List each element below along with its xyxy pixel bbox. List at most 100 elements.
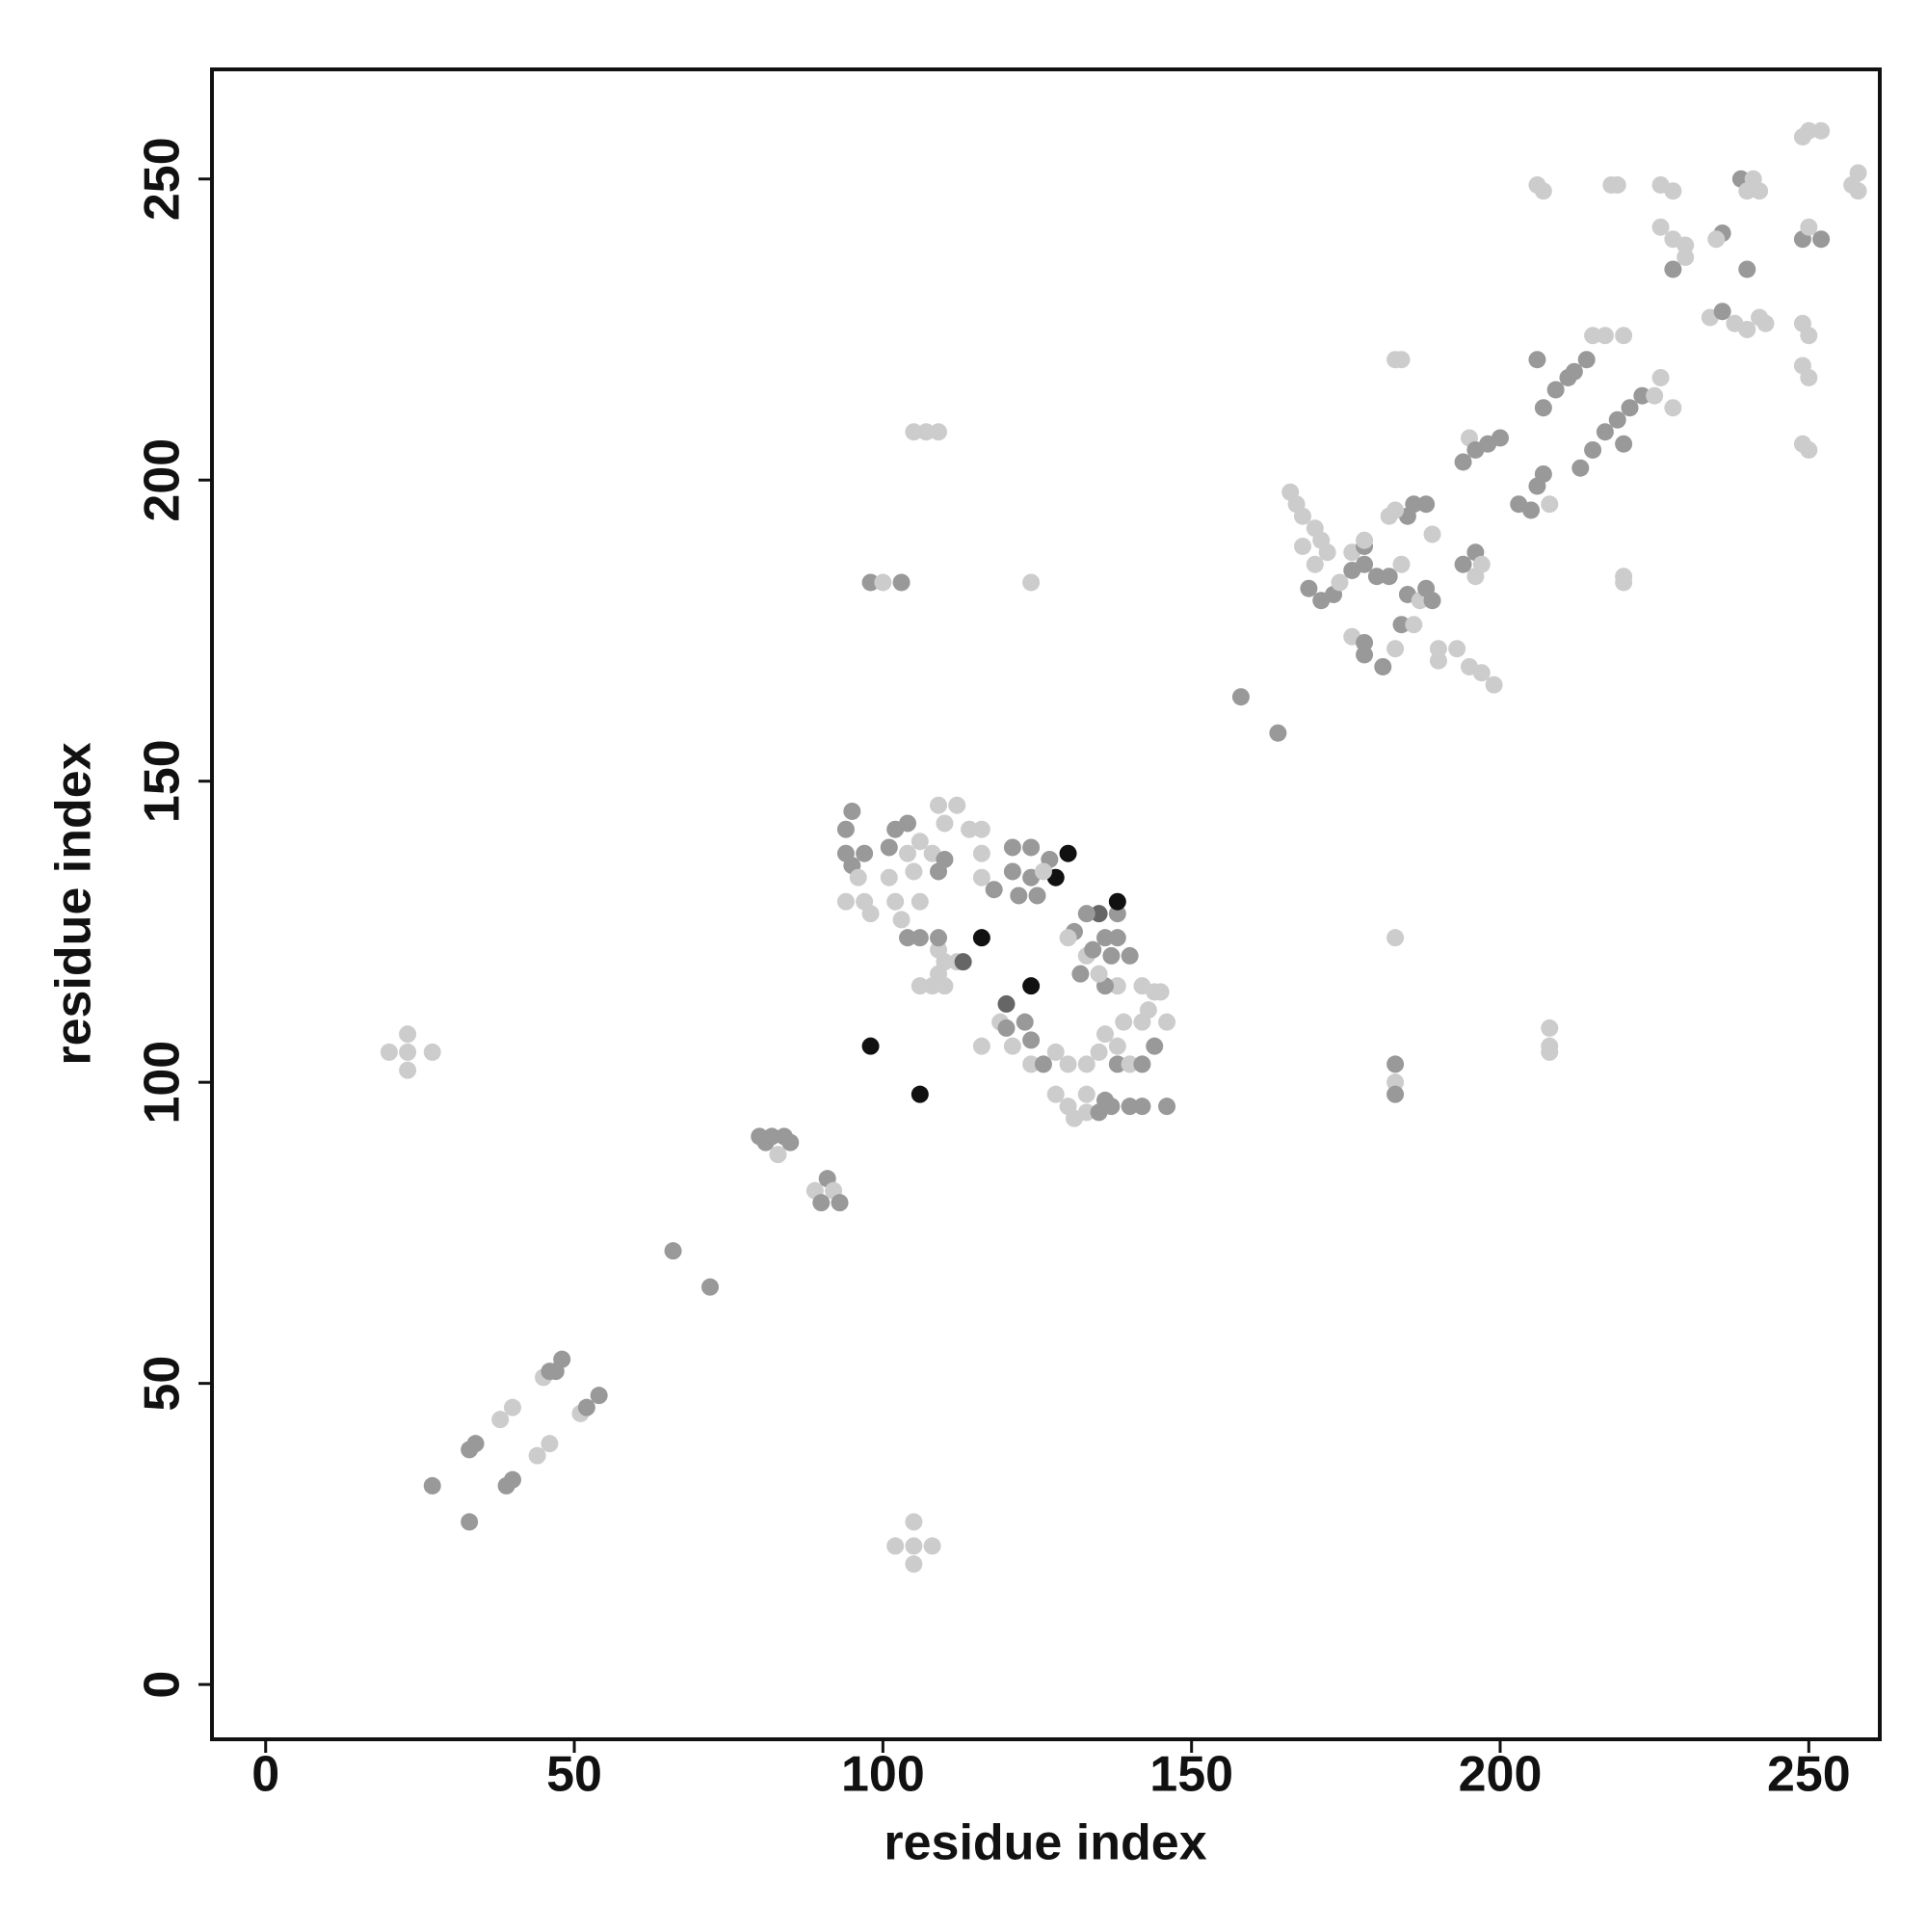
point xyxy=(461,1513,479,1531)
point xyxy=(972,844,990,862)
point xyxy=(905,423,923,441)
point xyxy=(1022,573,1041,592)
point xyxy=(930,423,948,441)
point xyxy=(1077,1055,1095,1073)
point xyxy=(1812,121,1831,140)
point xyxy=(466,1435,485,1453)
point xyxy=(769,1146,787,1164)
point xyxy=(1646,386,1664,405)
point xyxy=(1744,170,1762,188)
point xyxy=(1034,1055,1052,1073)
point xyxy=(1046,1085,1065,1103)
point xyxy=(1392,351,1411,369)
point xyxy=(961,820,979,838)
point xyxy=(1615,435,1633,453)
point xyxy=(1380,507,1398,525)
y-tick-label: 150 xyxy=(135,739,191,823)
point xyxy=(1003,862,1021,881)
point xyxy=(1028,887,1046,905)
x-tick-label: 0 xyxy=(251,1747,279,1803)
x-tick-label: 50 xyxy=(546,1747,602,1803)
point xyxy=(1269,724,1287,742)
point xyxy=(1534,182,1552,200)
point xyxy=(1367,568,1386,586)
point xyxy=(1108,892,1126,911)
point xyxy=(972,868,990,887)
y-tick-label: 100 xyxy=(135,1041,191,1125)
point xyxy=(1541,1019,1559,1037)
point xyxy=(1121,1098,1139,1116)
point xyxy=(541,1435,559,1453)
point xyxy=(936,814,954,833)
y-tick-label: 250 xyxy=(135,137,191,221)
point xyxy=(1676,248,1695,266)
point xyxy=(1386,1085,1405,1103)
point xyxy=(1491,429,1510,447)
point xyxy=(423,1476,441,1495)
point xyxy=(1102,1098,1121,1116)
point xyxy=(911,977,929,995)
point xyxy=(503,1470,521,1489)
point xyxy=(1738,260,1756,278)
x-tick-label: 150 xyxy=(1149,1747,1233,1803)
point xyxy=(1139,1001,1157,1019)
point xyxy=(380,1043,398,1061)
point xyxy=(1405,495,1423,514)
point xyxy=(985,881,1003,899)
point xyxy=(1077,905,1095,923)
point xyxy=(936,850,954,868)
point xyxy=(880,838,898,857)
point xyxy=(1121,946,1139,965)
point xyxy=(954,953,972,971)
point xyxy=(1534,399,1552,417)
point xyxy=(1571,459,1590,477)
point xyxy=(1522,501,1541,519)
point xyxy=(1608,410,1626,429)
point xyxy=(905,1555,923,1574)
point xyxy=(399,1043,417,1061)
point xyxy=(892,573,911,592)
point xyxy=(1096,929,1115,947)
point xyxy=(1423,592,1441,610)
point xyxy=(1022,838,1041,857)
point xyxy=(1374,657,1392,675)
x-tick-label: 250 xyxy=(1767,1747,1851,1803)
point xyxy=(1577,351,1596,369)
point xyxy=(664,1242,682,1260)
point xyxy=(886,892,905,911)
point xyxy=(1651,368,1670,386)
point xyxy=(831,1194,849,1212)
point xyxy=(1356,555,1374,573)
point xyxy=(1472,664,1491,682)
point xyxy=(399,1061,417,1079)
point xyxy=(1429,640,1447,658)
point xyxy=(763,1127,781,1146)
point xyxy=(1356,531,1374,549)
point xyxy=(997,1019,1016,1037)
point xyxy=(1596,423,1614,441)
point xyxy=(700,1278,719,1296)
point xyxy=(1546,381,1565,399)
point xyxy=(930,796,948,814)
plot-frame xyxy=(210,67,1882,1741)
point xyxy=(1472,555,1491,573)
point xyxy=(911,892,929,911)
x-tick-label: 200 xyxy=(1459,1747,1543,1803)
point xyxy=(1849,164,1867,182)
point xyxy=(1800,440,1818,459)
point xyxy=(1133,1098,1151,1116)
point xyxy=(1108,905,1126,923)
point xyxy=(1084,940,1102,959)
point xyxy=(880,868,898,887)
point xyxy=(1392,555,1411,573)
y-axis-label: residue index xyxy=(46,742,102,1065)
point xyxy=(1380,568,1398,586)
x-tick-label: 100 xyxy=(841,1747,925,1803)
point xyxy=(1294,537,1312,555)
point xyxy=(1016,1013,1034,1031)
point xyxy=(1664,182,1682,200)
point xyxy=(911,833,929,851)
point xyxy=(1849,182,1867,200)
point xyxy=(1584,327,1602,345)
